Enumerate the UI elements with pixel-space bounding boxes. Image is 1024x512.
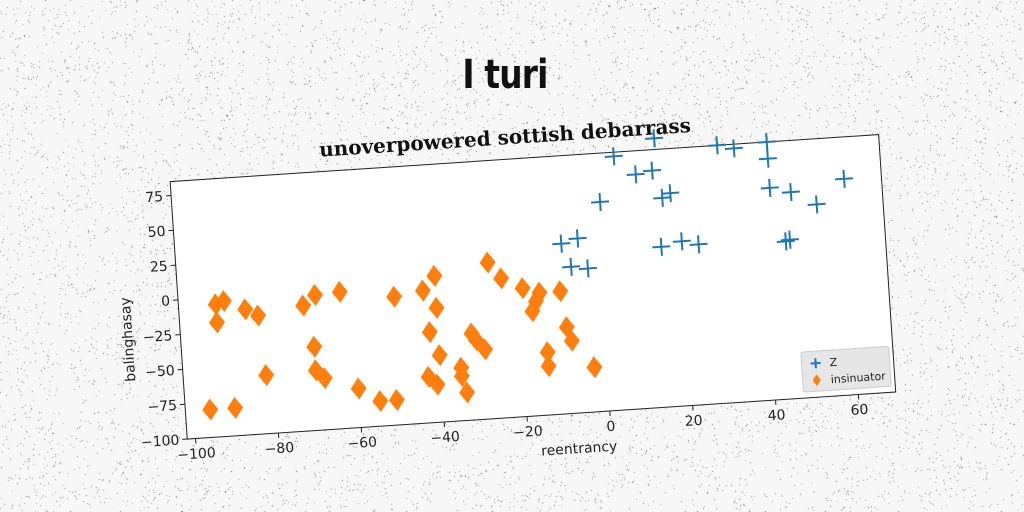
data-point-plus <box>807 195 826 214</box>
data-point-diamond <box>372 390 389 413</box>
data-point-diamond <box>295 294 312 317</box>
data-point-diamond <box>524 300 541 323</box>
legend-marker <box>812 374 821 387</box>
legend-label: insinuator <box>830 370 886 387</box>
data-point-plus <box>591 192 610 212</box>
x-tick-label: −40 <box>430 429 461 447</box>
plot-frame <box>169 134 897 440</box>
data-point-diamond <box>331 280 348 303</box>
legend-label: Z <box>829 356 838 370</box>
data-point-diamond <box>514 277 531 300</box>
y-tick-label: −100 <box>140 433 179 452</box>
data-point-plus <box>578 259 597 278</box>
y-tick-label: 25 <box>149 259 168 276</box>
data-point-plus <box>653 188 672 207</box>
data-point-plus <box>626 165 645 184</box>
data-point-plus <box>552 234 571 253</box>
data-points <box>202 129 854 421</box>
data-point-diamond <box>258 364 275 387</box>
chart-container: unoverpowered sottish debarrass −100 −80−… <box>118 83 921 493</box>
data-point-diamond <box>421 321 438 344</box>
data-point-diamond <box>586 356 603 379</box>
y-tick-label: −25 <box>142 328 173 346</box>
data-point-plus <box>776 232 795 251</box>
y-tick-label: −50 <box>145 363 176 381</box>
data-point-plus <box>757 132 776 152</box>
data-point-diamond <box>429 373 446 396</box>
x-tick-label: 40 <box>767 407 786 424</box>
data-point-diamond <box>493 267 510 290</box>
y-axis-label: balinghasay <box>118 297 140 382</box>
x-tick-label: 0 <box>606 419 616 436</box>
data-point-diamond <box>539 341 556 364</box>
scatter-chart: unoverpowered sottish debarrass −100 −80−… <box>118 113 897 464</box>
data-point-diamond <box>540 355 557 378</box>
data-point-diamond <box>459 381 476 404</box>
data-point-diamond <box>527 290 544 313</box>
data-point-plus <box>689 235 708 254</box>
data-point-diamond <box>428 296 445 319</box>
legend-box <box>800 345 892 393</box>
x-tick-label: 20 <box>684 413 703 430</box>
data-point-diamond <box>208 311 225 334</box>
data-point-plus <box>724 139 743 158</box>
x-tick-label: 60 <box>850 402 869 419</box>
data-point-diamond <box>316 367 333 390</box>
data-point-diamond <box>531 281 548 304</box>
x-tick-label: −100 <box>177 445 216 464</box>
y-tick-label: 50 <box>147 224 166 241</box>
data-point-plus <box>672 232 691 251</box>
data-point-plus <box>760 178 779 197</box>
data-point-plus <box>652 237 671 256</box>
data-point-diamond <box>237 298 254 321</box>
y-tick-label: 75 <box>145 189 164 206</box>
data-point-plus <box>835 169 854 188</box>
x-tick-label: −80 <box>264 440 295 458</box>
axis-ticks: −100 −80 −60 −40 −20 0 20 40 60 −100 −75 −50 −25 0 25 5… <box>140 189 869 464</box>
y-tick-label: −75 <box>147 398 178 416</box>
data-point-diamond <box>386 285 403 308</box>
data-point-diamond <box>414 279 431 302</box>
data-point-diamond <box>431 344 448 367</box>
data-point-plus <box>758 149 777 168</box>
data-point-plus <box>780 230 799 249</box>
data-point-diamond <box>388 388 405 411</box>
data-point-diamond <box>202 398 219 421</box>
data-point-diamond <box>350 377 367 400</box>
page-title: I turi <box>462 52 548 98</box>
x-tick-label: −20 <box>513 423 544 441</box>
data-point-plus <box>643 161 662 180</box>
data-point-plus <box>707 136 727 155</box>
data-point-diamond <box>306 335 323 358</box>
data-point-diamond <box>250 304 267 327</box>
data-point-plus <box>568 229 587 248</box>
data-point-plus <box>604 147 623 166</box>
data-point-diamond <box>215 290 232 313</box>
data-point-diamond <box>207 293 224 316</box>
data-point-diamond <box>563 329 580 352</box>
data-point-plus <box>661 184 680 203</box>
data-point-diamond <box>307 284 323 306</box>
data-point-plus <box>781 183 800 202</box>
data-point-diamond <box>453 365 470 388</box>
data-point-diamond <box>227 396 244 419</box>
data-point-diamond <box>477 338 494 361</box>
data-point-diamond <box>426 264 443 287</box>
y-tick-label: 0 <box>161 293 171 310</box>
data-point-plus <box>562 257 581 276</box>
x-axis-label: reentrancy <box>541 439 618 460</box>
data-point-diamond <box>552 280 569 303</box>
data-point-plus <box>645 129 664 148</box>
x-tick-label: −60 <box>347 434 378 452</box>
legend-marker <box>810 358 821 369</box>
data-point-diamond <box>479 251 496 274</box>
